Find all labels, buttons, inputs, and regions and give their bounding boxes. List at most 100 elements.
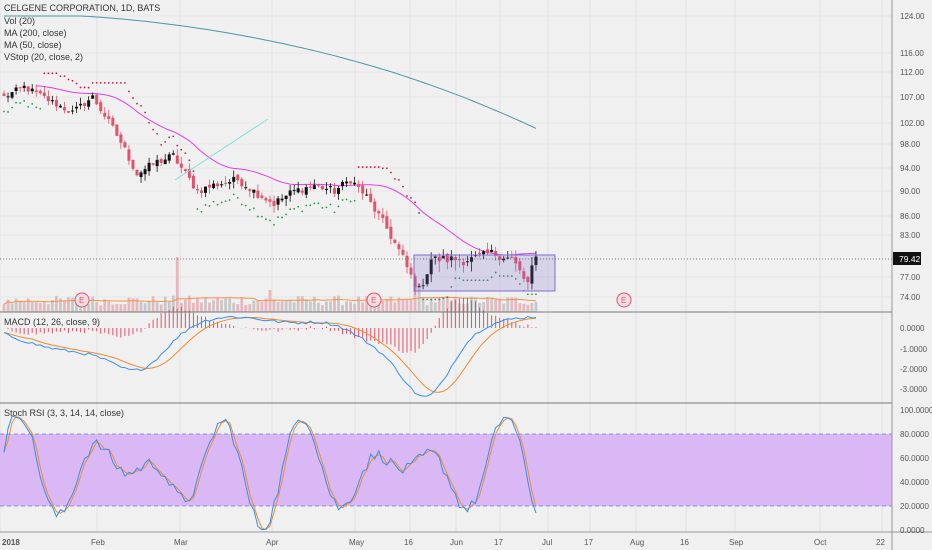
candle-body (413, 276, 417, 288)
candle (417, 283, 421, 288)
vstop-dot (406, 195, 408, 197)
vstop-dot (176, 144, 179, 147)
last-price-label: 79.42 (0, 252, 921, 265)
volume-bar (75, 302, 78, 312)
candle-body (425, 274, 429, 285)
price-tick-label: 90.00 (900, 187, 921, 196)
candle (469, 250, 473, 272)
vstop-dot (486, 279, 489, 282)
candle-body (437, 256, 441, 262)
candle (175, 149, 179, 165)
candle-body (369, 193, 373, 202)
vstop-dot (11, 106, 13, 109)
candle (498, 255, 502, 266)
candle (99, 99, 103, 114)
time-tick-label: 17 (494, 538, 503, 547)
earnings-label: E (371, 296, 376, 305)
volume-bar (252, 300, 256, 312)
candle-body (175, 155, 179, 164)
vstop-dot (285, 213, 287, 216)
vstop-dot (381, 167, 384, 170)
vstop-dot (442, 297, 445, 300)
candle (95, 93, 99, 106)
time-tick-label: 2018 (2, 538, 20, 547)
volume-bar (30, 301, 34, 312)
volume-bar (308, 301, 312, 312)
candle (486, 242, 490, 256)
volume-bar (18, 301, 22, 312)
candle-body (453, 257, 457, 261)
vstop-dot (462, 279, 465, 282)
candle (147, 157, 151, 176)
vstop-dot (19, 102, 22, 104)
candle-body (83, 103, 87, 107)
vstop-dot (454, 277, 457, 280)
candle-body (103, 112, 107, 117)
candle (187, 163, 191, 181)
volume-bar (103, 299, 107, 312)
candle (530, 256, 534, 290)
vstop-dot (369, 166, 372, 168)
vstop-dot (200, 210, 203, 213)
vstop-dot (39, 107, 42, 110)
vstop-dot (144, 111, 146, 114)
vstop-dot (63, 75, 66, 78)
vstop-dot (128, 90, 130, 93)
time-tick-label: 17 (584, 538, 593, 547)
candle (332, 182, 336, 197)
vstop-dot (83, 86, 86, 89)
vstop-dot (115, 81, 118, 84)
earnings-circle (74, 292, 90, 308)
candle-body (272, 200, 276, 206)
vstop-dot (361, 166, 364, 168)
volume-bar (502, 303, 506, 312)
candle-body (320, 185, 324, 190)
volume-bar (99, 305, 103, 312)
candle (341, 179, 345, 191)
volume-bar (478, 302, 481, 312)
vstop-dot (75, 82, 78, 85)
vstop-dot (152, 128, 155, 131)
candle-body (30, 88, 34, 92)
candle-body (50, 100, 54, 102)
volume-bar (236, 304, 240, 312)
vstop-dot (514, 278, 517, 280)
time-tick-label: Feb (91, 538, 105, 547)
candle-body (361, 185, 365, 194)
candle-body (244, 187, 248, 189)
vstop-dot (269, 219, 271, 222)
vstop-dot (236, 196, 239, 199)
candle-body (75, 106, 79, 109)
candle-body (248, 189, 252, 192)
vstop-dot (224, 200, 227, 203)
vstop-dot (398, 179, 400, 181)
macd-tick-label: -3.0000 (900, 385, 928, 394)
candle (272, 195, 276, 213)
candle (345, 177, 349, 187)
vstop-dot (490, 276, 493, 279)
candle (42, 87, 46, 99)
candle-body (478, 252, 482, 255)
consolidation-box (413, 254, 556, 292)
candle (308, 181, 312, 191)
volume-bar (135, 298, 139, 312)
vstop-dot (434, 298, 437, 301)
volume-bar (256, 300, 260, 312)
candle (119, 131, 123, 149)
candle-body (208, 184, 212, 188)
candle-body (405, 255, 409, 268)
volume-bar (50, 300, 54, 312)
candle-body (490, 249, 494, 253)
stoch-tick-label: 80.0000 (900, 430, 929, 439)
candle-body (18, 87, 22, 89)
volume-bar (22, 302, 26, 312)
candle (397, 241, 401, 256)
candle-body (232, 176, 236, 182)
candle (212, 180, 216, 190)
time-tick-label: Aug (630, 538, 644, 547)
candle (171, 150, 175, 156)
vstop-dot (232, 193, 235, 196)
candle-body (199, 190, 203, 194)
volume-bar (389, 296, 393, 312)
